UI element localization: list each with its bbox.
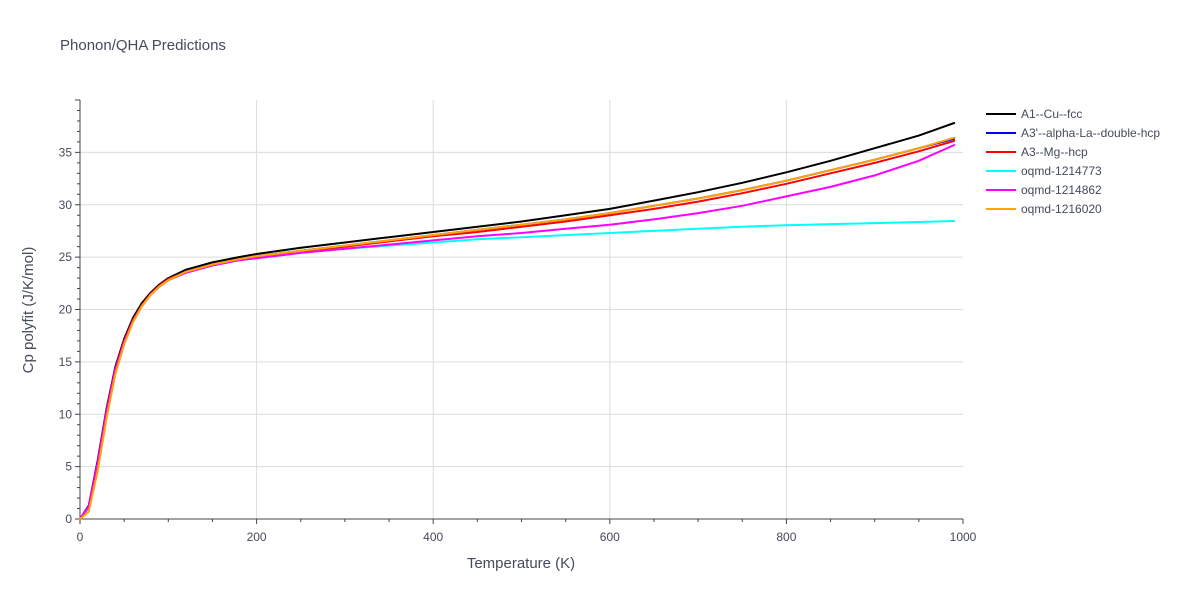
y-tick-label: 30 — [59, 198, 73, 212]
legend[interactable]: A1--Cu--fcc A3'--alpha-La--double-hcp A3--… — [986, 107, 1160, 216]
legend-label: oqmd-1214862 — [1021, 183, 1102, 197]
y-tick-label: 10 — [59, 407, 73, 421]
series-line-5 — [79, 136, 956, 520]
y-tick-label: 5 — [65, 460, 72, 474]
legend-item[interactable]: A3'--alpha-La--double-hcp — [986, 126, 1160, 140]
legend-label: oqmd-1216020 — [1021, 202, 1102, 216]
series-line-0 — [79, 122, 956, 520]
series-lines — [79, 122, 956, 520]
x-tick-label: 0 — [77, 530, 84, 544]
legend-item[interactable]: A1--Cu--fcc — [986, 107, 1082, 121]
y-tick-label: 25 — [59, 250, 73, 264]
y-axis-title: Cp polyfit (J/K/mol) — [20, 247, 37, 374]
y-tick-label: 20 — [59, 303, 73, 317]
series-line-4 — [79, 144, 956, 520]
chart-title: Phonon/QHA Predictions — [60, 37, 226, 54]
series-line-2 — [79, 139, 956, 520]
x-tick-label: 600 — [600, 530, 620, 544]
grid — [80, 100, 963, 519]
x-tick-label: 400 — [423, 530, 443, 544]
legend-item[interactable]: oqmd-1214862 — [986, 183, 1102, 197]
x-tick-label: 800 — [776, 530, 796, 544]
legend-label: A3'--alpha-La--double-hcp — [1021, 126, 1160, 140]
legend-label: A3--Mg--hcp — [1021, 145, 1088, 159]
legend-item[interactable]: oqmd-1216020 — [986, 202, 1102, 216]
legend-item[interactable]: A3--Mg--hcp — [986, 145, 1088, 159]
y-tick-label: 0 — [65, 512, 72, 526]
legend-label: A1--Cu--fcc — [1021, 107, 1082, 121]
y-tick-label: 35 — [59, 145, 73, 159]
series-line-1 — [79, 137, 956, 520]
legend-item[interactable]: oqmd-1214773 — [986, 164, 1102, 178]
y-tick-label: 15 — [59, 355, 73, 369]
x-tick-label: 1000 — [950, 530, 977, 544]
axes: 0 5 10 15 20 25 30 35 0 200 400 600 800 1000 — [59, 99, 977, 544]
legend-label: oqmd-1214773 — [1021, 164, 1102, 178]
x-axis-title: Temperature (K) — [467, 555, 575, 572]
x-tick-label: 200 — [247, 530, 267, 544]
